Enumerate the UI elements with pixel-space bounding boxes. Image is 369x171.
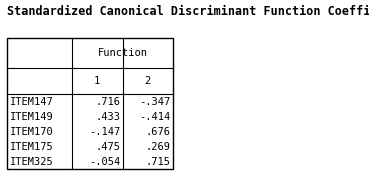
Text: ITEM170: ITEM170 bbox=[10, 127, 54, 137]
Text: .433: .433 bbox=[95, 112, 120, 122]
Text: ITEM325: ITEM325 bbox=[10, 157, 54, 167]
Text: .269: .269 bbox=[146, 142, 170, 152]
Text: .676: .676 bbox=[146, 127, 170, 137]
Text: -.414: -.414 bbox=[139, 112, 170, 122]
Text: 1: 1 bbox=[94, 76, 100, 86]
Text: -.347: -.347 bbox=[139, 97, 170, 107]
Text: .475: .475 bbox=[95, 142, 120, 152]
Text: .716: .716 bbox=[95, 97, 120, 107]
Text: ITEM149: ITEM149 bbox=[10, 112, 54, 122]
Text: -.054: -.054 bbox=[89, 157, 120, 167]
Text: ITEM147: ITEM147 bbox=[10, 97, 54, 107]
Text: Function: Function bbox=[97, 48, 148, 58]
Text: 2: 2 bbox=[145, 76, 151, 86]
Text: Standardized Canonical Discriminant Function Coefficients: Standardized Canonical Discriminant Func… bbox=[7, 5, 369, 18]
Text: .715: .715 bbox=[146, 157, 170, 167]
Text: -.147: -.147 bbox=[89, 127, 120, 137]
Text: ITEM175: ITEM175 bbox=[10, 142, 54, 152]
